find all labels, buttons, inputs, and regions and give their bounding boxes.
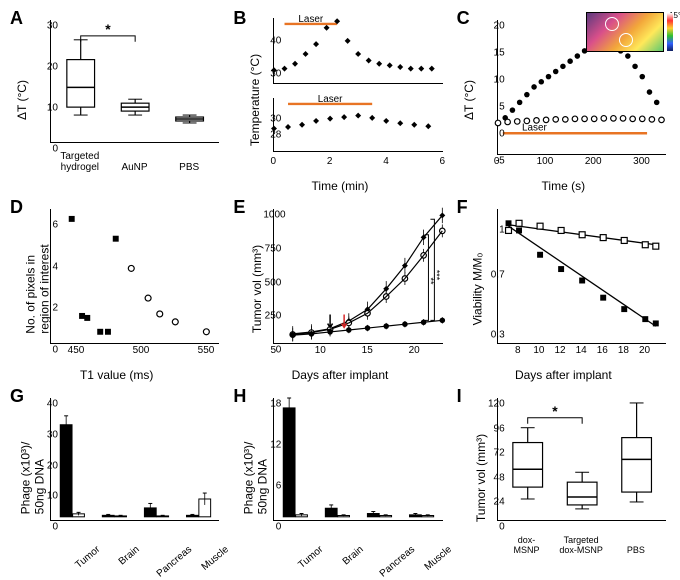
panel-i: I Tumor vol (mm³) * 024487296120 dox- MS… <box>455 386 672 569</box>
panel-h: H Phage (x10³)/ 50ng DNA 061218 TumorBra… <box>231 386 448 569</box>
panel-c-xlabel: Time (s) <box>542 179 586 193</box>
panel-h-plot <box>274 398 442 517</box>
panel-b: B Temperature (°C) Time (min) Laser Lase… <box>231 8 448 191</box>
panel-g-axes <box>50 398 219 521</box>
panel-h-label: H <box>233 386 246 407</box>
panel-d-ylabel: No. of pixels in region of interest <box>24 244 52 333</box>
panel-f-label: F <box>457 197 468 218</box>
panel-e-label: E <box>233 197 245 218</box>
panel-d-plot <box>51 209 219 338</box>
svg-text:**: ** <box>426 278 436 285</box>
panel-a-axes: * <box>50 20 219 143</box>
panel-d-label: D <box>10 197 23 218</box>
panel-e-plot: ***** <box>274 209 442 338</box>
panel-d-xlabel: T1 value (ms) <box>80 368 153 382</box>
panel-g-ylabel: Phage (x10³)/ 50ng DNA <box>18 441 46 514</box>
panel-f-axes <box>497 209 666 344</box>
panel-g-plot <box>51 398 219 517</box>
panel-h-ylabel: Phage (x10³)/ 50ng DNA <box>242 441 270 514</box>
panel-b-top-axes: Laser <box>273 18 442 84</box>
panel-b-ylabel: Temperature (°C) <box>248 53 262 145</box>
panel-c: C ΔT (°C) Time (s) 15°C 5 -5 Laser -5051… <box>455 8 672 191</box>
panel-a-ylabel: ΔT (°C) <box>15 80 29 120</box>
panel-b-bottom-axes: Laser <box>273 98 442 152</box>
panel-a-plot: * <box>51 20 219 139</box>
svg-text:Laser: Laser <box>318 94 343 105</box>
panel-b-xlabel: Time (min) <box>312 179 369 193</box>
panel-a: A ΔT (°C) * 0102030 Targeted hydrogelAuN… <box>8 8 225 191</box>
panel-g-label: G <box>10 386 24 407</box>
panel-e: E Tumor vol (mm³) Days after implant ***… <box>231 197 448 380</box>
panel-i-ylabel: Tumor vol (mm³) <box>474 433 488 521</box>
panel-f: F Viability M/M₀ Days after implant 0.30… <box>455 197 672 380</box>
panel-b-bottom-plot: Laser <box>274 98 442 151</box>
inset-scale-0: 15°C <box>669 11 680 20</box>
figure-grid: A ΔT (°C) * 0102030 Targeted hydrogelAuN… <box>8 8 672 569</box>
panel-b-top-plot: Laser <box>274 18 442 83</box>
svg-text:*: * <box>105 21 111 37</box>
svg-text:Laser: Laser <box>299 14 324 25</box>
panel-b-label: B <box>233 8 246 29</box>
panel-d: D No. of pixels in region of interest T1… <box>8 197 225 380</box>
panel-i-label: I <box>457 386 462 407</box>
panel-e-xlabel: Days after implant <box>292 368 389 382</box>
svg-text:*: * <box>552 403 558 419</box>
panel-g: G Phage (x10³)/ 50ng DNA 010203040 Tumor… <box>8 386 225 569</box>
panel-i-axes: * <box>497 398 666 521</box>
panel-f-plot <box>498 209 666 338</box>
panel-d-axes <box>50 209 219 344</box>
panel-a-label: A <box>10 8 23 29</box>
panel-c-ylabel: ΔT (°C) <box>462 80 476 120</box>
panel-e-ylabel: Tumor vol (mm³) <box>250 244 264 332</box>
panel-f-ylabel: Viability M/M₀ <box>470 252 484 325</box>
panel-i-plot: * <box>498 398 666 517</box>
panel-f-xlabel: Days after implant <box>515 368 612 382</box>
panel-c-label: C <box>457 8 470 29</box>
panel-h-axes <box>273 398 442 521</box>
panel-e-axes: ***** <box>273 209 442 344</box>
panel-c-thermal-inset: 15°C 5 -5 <box>586 12 664 52</box>
